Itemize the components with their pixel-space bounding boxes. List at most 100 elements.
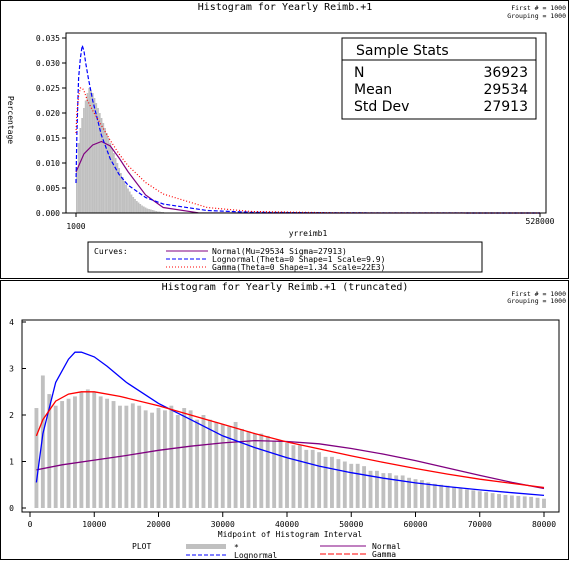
sample-stats-box: Sample Stats N 36923 Mean 29534 Std Dev … — [341, 37, 537, 120]
top-histogram-bar — [151, 210, 154, 213]
top-histogram-bar — [127, 188, 129, 213]
bottom-histogram-bar — [426, 482, 431, 508]
bottom-histogram-bar — [529, 496, 534, 508]
bottom-x-tick-label: 10000 — [82, 520, 106, 529]
top-histogram-bar — [142, 206, 145, 213]
bottom-histogram-bar — [156, 408, 161, 508]
top-y-tick-label: 0.000 — [36, 209, 60, 218]
stats-stddev-label: Std Dev — [354, 99, 409, 115]
bottom-curve-lognormal — [35, 351, 545, 497]
top-histogram-bar — [114, 158, 117, 213]
top-histogram-bar — [111, 148, 113, 213]
top-histogram-bar — [130, 194, 133, 213]
bottom-histogram-bar — [509, 495, 514, 508]
bottom-histogram-bar — [394, 475, 399, 508]
top-histogram-bar — [158, 211, 161, 213]
bottom-histogram-bar — [227, 426, 232, 508]
top-histogram-bar — [148, 209, 150, 213]
bottom-y-axis: 0 1 2 3 4 — [9, 318, 26, 513]
bottom-histogram-bar — [330, 456, 334, 508]
bottom-histogram-bar — [503, 494, 508, 508]
top-histogram-bar — [135, 201, 138, 213]
bottom-histogram-bar — [490, 493, 495, 508]
top-histogram-bar — [107, 138, 110, 213]
bottom-x-tick-label: 50000 — [339, 520, 363, 529]
top-y-tick-label: 0.030 — [36, 59, 60, 68]
top-histogram-bar — [139, 204, 142, 213]
bottom-histogram-bar — [201, 415, 206, 508]
stats-stddev-value: 27913 — [483, 99, 528, 115]
bottom-histogram-bar — [272, 440, 277, 508]
bottom-histogram-bar — [47, 394, 52, 508]
top-histogram-bar — [146, 208, 149, 213]
bottom-histogram-bar — [419, 480, 424, 508]
bottom-x-tick-label: 80000 — [532, 520, 556, 529]
bottom-histogram-bar — [92, 391, 97, 508]
bottom-histogram-bar — [143, 410, 148, 508]
bottom-histogram-bar — [60, 401, 65, 508]
top-histogram-bar — [141, 205, 143, 213]
bottom-histogram-bar — [477, 491, 482, 508]
bottom-legend-normal-label: Normal — [372, 542, 401, 551]
top-histogram-bar — [137, 202, 140, 213]
bottom-histogram-bar — [297, 445, 302, 508]
bottom-y-tick-label: 1 — [9, 458, 14, 467]
bottom-histogram-bar — [259, 433, 264, 508]
top-y-tick-label: 0.015 — [36, 134, 60, 143]
bottom-histogram-bar — [291, 445, 296, 508]
bottom-histogram-bar — [53, 405, 58, 508]
bottom-histogram-bar — [85, 389, 90, 508]
top-histogram-bar — [121, 177, 124, 213]
top-x-axis-label: yrreimb1 — [289, 229, 328, 238]
top-y-tick-label: 0.025 — [36, 84, 60, 93]
top-histogram-bar — [149, 209, 152, 213]
bottom-histogram-bar — [162, 410, 167, 508]
bottom-histogram-bar — [445, 485, 450, 508]
legend-gamma-label: Gamma(Theta=0 Shape=1.34 Scale=22E3) — [212, 263, 385, 272]
bottom-histogram-bar — [285, 442, 289, 508]
bottom-histogram-bar — [252, 433, 257, 508]
bottom-plot-area — [21, 319, 560, 513]
top-legend-heading: Curves: — [94, 247, 128, 256]
bottom-histogram-bars — [34, 375, 546, 508]
top-histogram-bar — [157, 211, 159, 213]
bottom-histogram-bar — [207, 419, 212, 508]
bottom-x-tick-label: 60000 — [403, 520, 427, 529]
top-histogram-bar — [118, 168, 121, 213]
bottom-histogram-bar — [240, 428, 244, 508]
bottom-histogram-bar — [432, 483, 437, 508]
top-histogram-bar — [84, 100, 87, 213]
top-histogram-bars — [76, 88, 165, 213]
bottom-histogram-bar — [278, 440, 283, 508]
bottom-curve-gamma — [35, 391, 545, 489]
top-histogram-bar — [76, 168, 78, 213]
bottom-chart-title: Histogram for Yearly Reimb.+1 (truncated… — [162, 282, 409, 293]
top-y-axis: 0.000 0.005 0.010 0.015 0.020 0.025 0.030 0.035 — [36, 34, 541, 218]
top-x-tick-max: 528000 — [526, 217, 555, 226]
bottom-x-axis-label: Midpoint of Histogram Interval — [218, 530, 363, 539]
top-histogram-bar — [91, 93, 94, 213]
stats-title: Sample Stats — [356, 43, 449, 59]
bottom-histogram-bar — [349, 463, 354, 508]
top-corner-note-1: First # = 1000 — [511, 4, 566, 12]
top-y-tick-label: 0.020 — [36, 109, 60, 118]
bottom-histogram-bar — [137, 405, 142, 508]
bottom-histogram-bar — [188, 410, 193, 508]
top-histogram-bar — [88, 88, 91, 213]
bottom-histogram-bar — [542, 498, 546, 508]
bottom-histogram-bar — [220, 424, 225, 508]
bottom-y-tick-label: 4 — [9, 318, 14, 327]
top-histogram-bar — [155, 211, 158, 213]
bottom-histogram-bar — [368, 470, 373, 508]
bottom-x-tick-label: 70000 — [468, 520, 492, 529]
stats-mean-label: Mean — [354, 82, 392, 98]
bottom-histogram-bar — [471, 490, 476, 508]
bottom-histogram-bar — [497, 494, 501, 508]
bottom-histogram-bar — [195, 419, 199, 508]
top-histogram-bar — [132, 197, 135, 213]
top-histogram-bar — [97, 108, 99, 213]
top-histogram-bar — [153, 210, 156, 213]
bottom-histogram-bar — [73, 396, 77, 508]
legend-bar-label: * — [234, 543, 239, 552]
stats-mean-value: 29534 — [483, 82, 528, 98]
